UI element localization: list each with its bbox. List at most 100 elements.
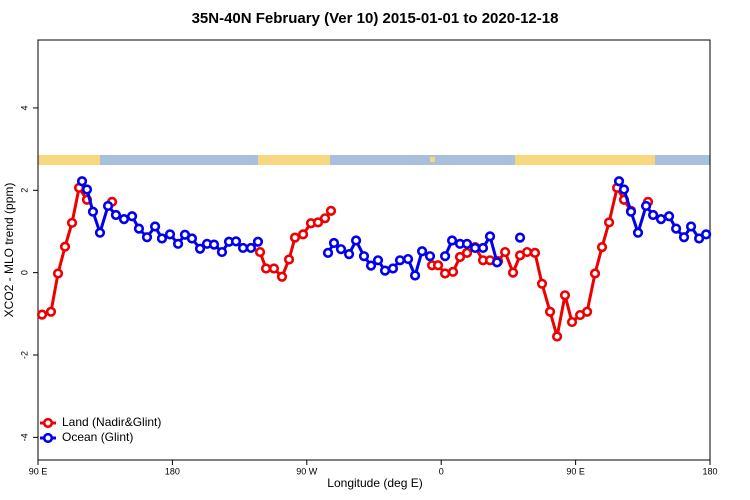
data-point: [424, 251, 436, 262]
land-strip: [258, 155, 330, 165]
data-point: [194, 243, 206, 254]
data-point: [500, 246, 511, 258]
data-point: [66, 217, 78, 228]
data-point: [45, 306, 57, 317]
data-point: [268, 263, 280, 274]
y-axis-label: XCO2 - MLO trend (ppm): [2, 183, 16, 318]
data-point: [172, 238, 184, 249]
data-point: [379, 265, 391, 276]
data-point: [521, 246, 533, 258]
data-point: [625, 206, 637, 217]
data-point: [632, 227, 644, 238]
data-point: [126, 211, 138, 222]
data-point: [319, 213, 331, 224]
data-point: [81, 184, 93, 195]
data-point: [447, 235, 458, 246]
data-point: [94, 227, 106, 238]
y-tick-label: -4: [19, 433, 29, 441]
data-point: [394, 255, 406, 266]
data-point: [276, 271, 288, 282]
data-point: [514, 232, 526, 243]
data-point: [372, 255, 384, 266]
data-point: [245, 242, 257, 254]
y-tick-label: 4: [19, 105, 29, 110]
data-point: [596, 242, 608, 253]
data-point: [358, 251, 370, 262]
data-point: [559, 290, 571, 301]
data-point: [387, 263, 399, 274]
data-point: [350, 235, 362, 246]
x-axis-label: Longitude (deg E): [327, 476, 422, 490]
x-tick-label: 90 W: [296, 466, 318, 476]
legend-label: Land (Nadir&Glint): [62, 415, 161, 429]
series-line: [42, 188, 648, 337]
data-point: [671, 223, 682, 234]
data-point: [648, 209, 659, 221]
data-point: [87, 206, 99, 217]
ocean-strip: [38, 155, 710, 165]
data-point: [693, 233, 705, 244]
x-tick-label: 90 E: [29, 466, 48, 476]
data-point: [297, 229, 309, 240]
data-point: [655, 214, 667, 225]
data-point: [432, 260, 444, 271]
data-point: [36, 309, 48, 320]
data-point: [76, 176, 88, 187]
data-point: [613, 176, 625, 187]
data-point: [325, 205, 337, 216]
x-tick-label: 180: [165, 466, 180, 476]
data-point: [230, 236, 242, 247]
data-point: [365, 260, 377, 271]
data-point: [566, 316, 578, 328]
data-point: [133, 223, 145, 234]
data-point: [149, 221, 161, 232]
data-point: [328, 237, 340, 249]
data-point: [678, 232, 690, 243]
data-point: [402, 253, 414, 265]
data-point: [701, 229, 712, 240]
data-point: [529, 247, 541, 258]
data-point: [260, 263, 272, 274]
data-point: [589, 268, 601, 279]
y-tick-label: 2: [19, 188, 29, 193]
series-line: [80, 180, 707, 278]
chart-title: 35N-40N February (Ver 10) 2015-01-01 to …: [192, 10, 559, 27]
data-point: [416, 246, 428, 257]
data-point: [581, 306, 593, 317]
data-point: [164, 229, 176, 240]
data-point: [254, 246, 266, 258]
data-point: [544, 306, 556, 317]
data-point: [141, 232, 153, 243]
land-sea-strip: [38, 155, 710, 165]
land-strip: [515, 155, 655, 165]
data-point: [439, 268, 451, 279]
x-tick-label: 180: [702, 466, 717, 476]
data-point: [208, 239, 220, 250]
y-tick-label: 0: [19, 270, 29, 275]
data-point: [102, 200, 114, 212]
data-point: [685, 221, 697, 232]
data-point: [491, 257, 503, 268]
land-strip: [38, 155, 100, 165]
legend-marker: [42, 417, 54, 429]
y-tick-label: -2: [19, 351, 29, 359]
data-point: [252, 236, 264, 247]
data-point: [335, 244, 347, 255]
data-point: [59, 241, 71, 252]
data-point: [216, 246, 228, 258]
land-strip: [430, 157, 435, 162]
data-point: [343, 249, 355, 260]
data-point: [640, 200, 652, 212]
legend-label: Ocean (Glint): [62, 430, 133, 444]
data-point: [484, 231, 496, 242]
data-point: [110, 209, 122, 221]
data-point: [507, 267, 519, 278]
data-point: [186, 233, 198, 244]
data-point: [283, 254, 295, 265]
data-point: [237, 242, 249, 254]
data-point: [461, 238, 473, 249]
data-point: [469, 242, 481, 254]
x-tick-label: 90 E: [566, 466, 585, 476]
data-point: [454, 251, 466, 263]
data-point: [551, 331, 563, 342]
